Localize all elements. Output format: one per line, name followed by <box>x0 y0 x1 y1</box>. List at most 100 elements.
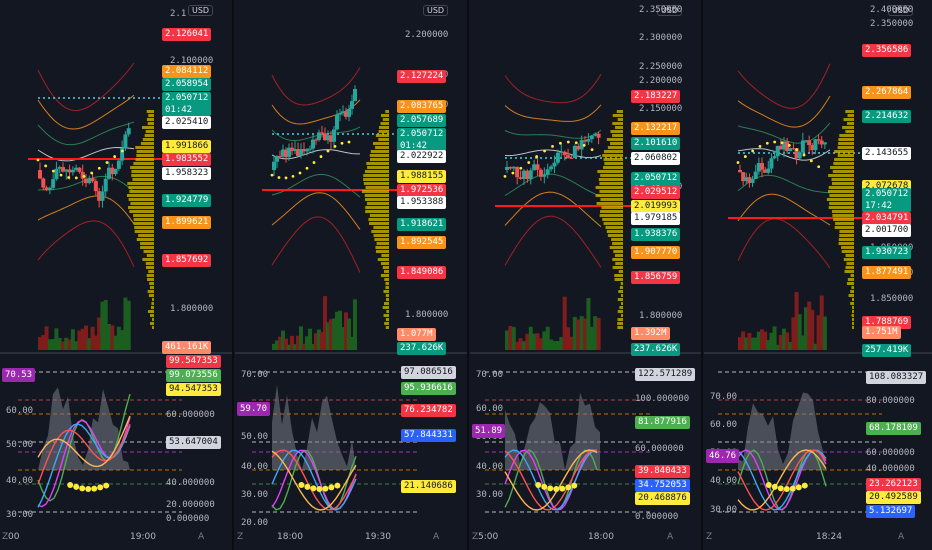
candle <box>116 160 121 169</box>
candle <box>275 156 279 162</box>
osc-level-label: 40.000000 <box>166 478 215 488</box>
auto-scale-button[interactable]: A <box>667 532 674 542</box>
chart-canvas[interactable] <box>0 0 232 550</box>
time-axis-label: 5:00 <box>478 532 499 542</box>
envelope-band <box>737 95 831 128</box>
price-tag: 2.127224 <box>397 70 447 83</box>
candle <box>800 140 805 153</box>
trail-dot <box>305 166 309 170</box>
envelope-band <box>37 195 135 225</box>
candle <box>535 164 540 170</box>
osc-line <box>737 449 827 511</box>
chart-panel-4[interactable]: USD2.4000002.3500001.9500001.9000001.850… <box>704 0 932 550</box>
volume-profile-bar <box>375 146 389 149</box>
osc-level-label: 97.086516 <box>401 366 456 379</box>
volume-bar <box>61 341 65 350</box>
volume-profile-bar <box>618 290 623 293</box>
volume-profile-bar <box>620 282 623 285</box>
volume-bar <box>100 301 105 350</box>
volume-profile-bar <box>144 134 154 137</box>
auto-scale-button[interactable]: A <box>198 532 205 542</box>
zoom-toggle-button[interactable]: Z <box>2 532 9 542</box>
chart-panel-3[interactable]: USD 2.350000 2.300000 2.250000 2.200000 2.150… <box>470 0 701 550</box>
volume-profile-bar <box>382 306 389 309</box>
trail-dot <box>67 176 71 179</box>
candle <box>532 164 537 171</box>
volume-profile-bar <box>134 230 154 233</box>
volume-bar <box>769 332 774 350</box>
volume-profile-bar <box>609 246 623 249</box>
volume-bar <box>816 315 821 350</box>
volume-profile-bar <box>135 158 154 161</box>
candle <box>290 147 294 152</box>
chart-canvas[interactable] <box>704 0 932 550</box>
volume-bar <box>323 296 327 350</box>
osc-level-label: 68.178109 <box>866 422 921 435</box>
volume-profile-bar <box>841 246 854 249</box>
price-tag: 1.924779 <box>162 194 212 207</box>
trail-dot <box>519 166 523 170</box>
candle <box>350 101 354 109</box>
volume-profile-bar <box>828 206 854 209</box>
volume-profile-bar <box>385 326 389 329</box>
volume-bar <box>320 331 324 350</box>
volume-profile-bar <box>370 158 389 161</box>
volume-bar <box>763 331 768 350</box>
volume-profile-bar <box>603 222 623 225</box>
auto-scale-button[interactable]: A <box>898 532 905 542</box>
price-tag: 237.626K <box>631 343 681 356</box>
price-axis-label: 1.800000 <box>405 310 449 320</box>
volume-profile-bar <box>595 186 623 189</box>
price-tag: 2.001700 <box>862 224 912 237</box>
volume-profile-bar <box>607 146 623 149</box>
volume-profile-bar <box>852 322 854 325</box>
zoom-toggle-button[interactable]: Z <box>706 532 713 542</box>
candle <box>559 151 564 153</box>
envelope-band <box>271 99 361 125</box>
candle <box>778 145 783 150</box>
volume-profile-bar <box>847 114 854 117</box>
volume-profile-bar <box>850 274 854 277</box>
price-tag: 2.132217 <box>631 122 681 135</box>
trail-dot <box>105 161 109 164</box>
volume-profile-bar <box>385 294 389 297</box>
candle <box>296 148 300 156</box>
price-tag: 2.058954 <box>162 78 212 91</box>
volume-bar <box>54 328 59 350</box>
price-axis-label: 2.400000 <box>870 5 914 15</box>
panel-divider <box>232 0 234 550</box>
zoom-toggle-button[interactable]: Z <box>237 532 244 542</box>
price-tag: 2.126041 <box>162 28 212 41</box>
volume-bar <box>804 307 808 350</box>
volume-bar <box>97 317 102 350</box>
volume-bar <box>822 316 827 350</box>
price-tag: 1.988155 <box>397 170 447 183</box>
osc-dot <box>801 482 808 489</box>
chart-panel-2[interactable]: USD2.2000002.1500002.1000001.8000002.127… <box>235 0 467 550</box>
volume-profile-bar <box>149 286 154 289</box>
volume-bar <box>782 328 786 350</box>
volume-profile-bar <box>375 134 389 137</box>
candle <box>804 140 808 142</box>
volume-bar <box>505 330 509 350</box>
candle <box>61 167 65 172</box>
volume-bar <box>788 341 793 350</box>
chart-canvas[interactable] <box>470 0 701 550</box>
volume-profile-bar <box>838 242 854 245</box>
candle <box>782 141 786 150</box>
auto-scale-button[interactable]: A <box>433 532 440 542</box>
volume-profile-bar <box>142 258 154 261</box>
volume-bar <box>47 339 52 350</box>
chart-canvas[interactable] <box>235 0 467 550</box>
candle <box>272 161 276 170</box>
price-tag: 1.907770 <box>631 246 681 259</box>
candle <box>819 140 824 145</box>
volume-profile-bar <box>829 202 854 205</box>
volume-profile-bar <box>621 314 623 317</box>
panel-divider <box>701 0 703 550</box>
chart-panel-1[interactable]: USD 2.1 2.100000 1.800000 2.126041 2.084112 2.… <box>0 0 232 550</box>
volume-bar <box>338 310 342 350</box>
candle <box>338 113 342 115</box>
osc-axis-label: 50.00 <box>241 432 269 442</box>
zoom-toggle-button[interactable]: Z <box>472 532 479 542</box>
